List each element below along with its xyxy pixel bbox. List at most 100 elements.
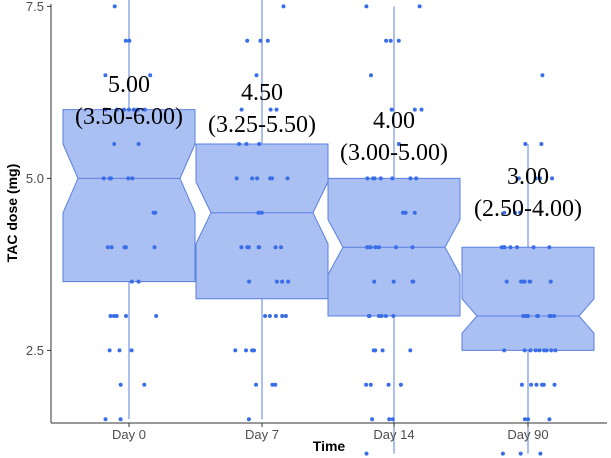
data-point: [118, 417, 123, 422]
data-point: [414, 176, 419, 181]
data-point: [522, 417, 527, 422]
data-point: [540, 73, 545, 78]
x-tick-label: Day 14: [373, 427, 414, 442]
data-point: [256, 245, 261, 250]
data-point: [369, 73, 373, 78]
data-point: [516, 176, 521, 181]
data-point: [129, 279, 134, 284]
data-point: [126, 176, 131, 181]
data-point: [376, 245, 381, 250]
data-point: [112, 314, 116, 318]
data-point: [548, 279, 553, 284]
data-point: [513, 210, 517, 215]
data-point: [142, 382, 147, 387]
data-point: [135, 107, 140, 112]
annotation-median: 5.00: [108, 72, 150, 98]
data-point: [391, 314, 396, 318]
data-point: [257, 142, 262, 146]
data-point: [401, 210, 405, 215]
data-point: [124, 314, 128, 318]
points-layer: [101, 4, 558, 456]
data-point: [112, 142, 117, 146]
data-point: [499, 245, 504, 250]
data-point: [114, 107, 119, 112]
data-point: [244, 142, 249, 146]
data-point: [411, 279, 416, 284]
data-point: [244, 348, 248, 353]
data-point: [129, 348, 134, 353]
annotation-iqr: (3.50-6.00): [75, 104, 183, 130]
data-point: [108, 176, 113, 181]
data-point: [391, 279, 396, 284]
data-point: [386, 382, 391, 387]
data-point: [515, 245, 519, 250]
data-point: [500, 451, 505, 456]
data-point: [247, 279, 252, 284]
data-point: [536, 314, 540, 318]
axes-layer: [50, 4, 607, 424]
data-point: [245, 38, 250, 43]
data-point: [250, 176, 255, 181]
data-point: [252, 348, 256, 353]
data-point: [365, 176, 370, 181]
data-point: [373, 245, 378, 250]
data-point: [130, 176, 135, 181]
data-point: [107, 348, 112, 353]
data-point: [531, 245, 536, 250]
data-point: [528, 348, 533, 353]
data-point: [396, 38, 401, 43]
data-point: [372, 176, 377, 181]
data-point: [527, 279, 532, 284]
box-1: [195, 143, 329, 300]
data-point: [373, 348, 378, 353]
annotation-iqr: (2.50-4.00): [474, 196, 582, 222]
data-point: [239, 245, 244, 250]
data-point: [245, 245, 250, 250]
data-point: [390, 176, 395, 181]
data-point: [234, 176, 239, 181]
data-point: [547, 245, 552, 250]
y-tick-label: 7.5: [26, 0, 44, 14]
data-point: [127, 38, 132, 43]
data-point: [364, 451, 369, 456]
data-point: [153, 210, 158, 215]
data-point: [101, 176, 106, 181]
data-point: [148, 73, 153, 78]
data-point: [268, 176, 273, 181]
data-point: [122, 245, 127, 250]
y-axis-title: TAC dose (mg): [4, 164, 20, 263]
data-point: [109, 245, 114, 250]
data-point: [384, 38, 389, 43]
data-point: [273, 245, 278, 250]
data-point: [394, 245, 399, 250]
data-point: [538, 176, 543, 181]
data-point: [550, 176, 555, 181]
data-point: [519, 382, 524, 387]
data-point: [552, 382, 557, 387]
data-point: [389, 107, 394, 112]
x-tick-label: Day 0: [112, 427, 146, 442]
data-point: [533, 176, 538, 181]
data-point: [380, 348, 385, 353]
data-point: [255, 176, 260, 181]
data-point: [117, 348, 122, 353]
data-point: [408, 348, 413, 353]
data-point: [126, 107, 131, 112]
data-point: [541, 382, 546, 387]
data-point: [504, 279, 509, 284]
annotation-iqr: (3.25-5.50): [208, 112, 316, 138]
data-point: [274, 279, 279, 284]
boxes-layer: [62, 0, 595, 454]
data-point: [412, 210, 417, 215]
data-point: [502, 210, 507, 215]
data-point: [368, 245, 373, 250]
data-point: [270, 382, 275, 387]
data-point: [132, 107, 136, 112]
data-point: [142, 107, 147, 112]
data-point: [534, 382, 539, 387]
data-point: [263, 314, 268, 318]
data-point: [280, 314, 285, 318]
data-point: [258, 38, 263, 43]
x-ticks-layer: Day 0 Day 7 Day 14 Day 90: [112, 423, 549, 442]
data-point: [280, 279, 285, 284]
